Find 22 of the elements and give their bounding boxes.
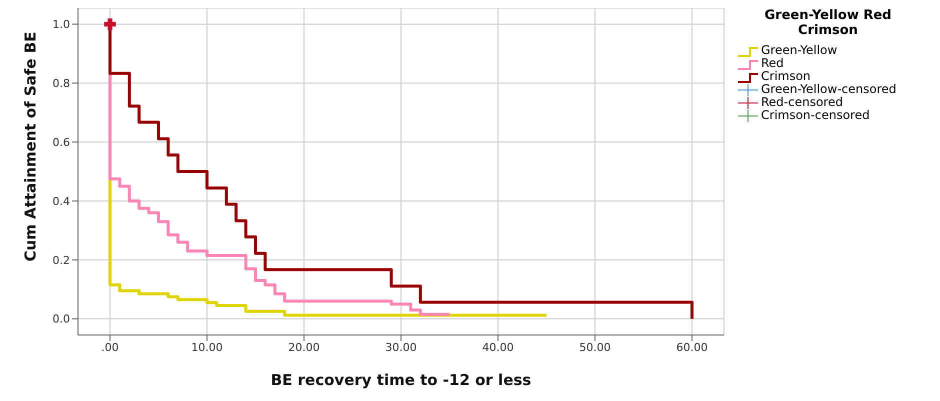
x-tick-label: 40.00 [482,340,514,354]
x-axis-title: BE recovery time to -12 or less [270,371,532,389]
legend-label: Green-Yellow-censored [761,82,896,96]
legend-title: Green-Yellow Red Crimson [763,8,892,38]
legend-label: Red [761,56,784,70]
x-tick-label: 10.00 [191,340,223,354]
x-tick-label: .00 [101,340,119,354]
legend-label: Red-censored [761,95,843,109]
y-tick-label: 1.0 [52,18,70,32]
x-tick-label: 60.00 [676,340,708,354]
legend-label: Crimson-censored [761,108,870,122]
legend-label: Crimson [761,69,811,83]
y-tick-label: 0.2 [52,254,70,267]
x-tick-label: 20.00 [288,340,320,354]
x-tick-label: 50.00 [579,340,611,354]
y-tick-label: 0.8 [52,77,70,90]
y-axis-title: Cum Attainment of Safe BE [21,32,40,262]
y-tick-label: 0.0 [52,312,70,326]
y-tick-label: 0.4 [52,194,70,208]
y-tick-label: 0.6 [52,136,70,149]
x-tick-label: 30.00 [385,340,417,354]
legend-label: Green-Yellow [761,43,838,57]
